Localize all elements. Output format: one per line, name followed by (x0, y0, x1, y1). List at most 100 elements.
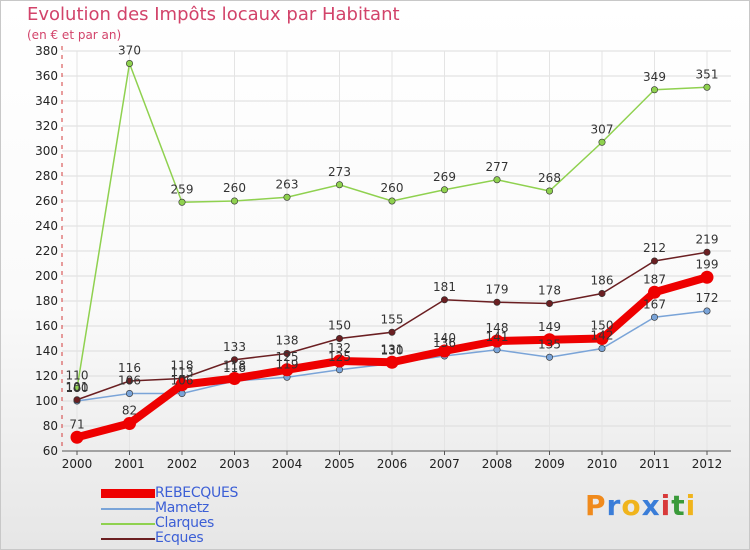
y-tick-label: 100 (35, 394, 58, 408)
legend: REBECQUES Mametz Clarques Ecques (101, 485, 361, 546)
data-label-mametz: 141 (486, 330, 509, 344)
data-label-ecques: 116 (118, 361, 141, 375)
data-point-rebecques (280, 363, 294, 377)
x-tick-label: 2005 (324, 457, 355, 471)
data-label-clarques: 269 (433, 170, 456, 184)
data-label-rebecques: 125 (276, 350, 299, 364)
y-tick-label: 380 (35, 44, 58, 58)
data-label-rebecques: 140 (433, 331, 456, 345)
data-label-rebecques: 113 (171, 365, 194, 379)
data-point-rebecques (648, 285, 661, 299)
data-point-ecques (493, 298, 501, 306)
data-point-clarques (598, 138, 606, 146)
data-point-ecques (650, 257, 658, 265)
data-label-ecques: 150 (328, 319, 351, 333)
legend-label: Clarques (155, 515, 215, 531)
data-label-mametz: 167 (643, 297, 666, 311)
data-point-clarques (650, 86, 658, 94)
data-point-clarques (493, 176, 501, 184)
data-point-ecques (126, 377, 134, 385)
data-label-clarques: 351 (696, 67, 719, 81)
data-label-ecques: 186 (591, 274, 614, 288)
x-tick-label: 2011 (639, 457, 670, 471)
x-tick-label: 2004 (272, 457, 303, 471)
data-label-rebecques: 149 (538, 320, 561, 334)
y-tick-label: 60 (43, 444, 58, 458)
y-tick-label: 180 (35, 294, 58, 308)
data-point-ecques (283, 349, 291, 357)
legend-swatch (101, 489, 155, 498)
data-point-rebecques (228, 372, 241, 385)
data-label-ecques: 101 (66, 380, 89, 394)
y-tick-label: 260 (35, 194, 58, 208)
y-tick-label: 280 (35, 169, 58, 183)
y-tick-label: 220 (35, 244, 58, 258)
data-label-mametz: 125 (328, 350, 351, 364)
data-label-ecques: 181 (433, 280, 456, 294)
data-label-ecques: 133 (223, 340, 246, 354)
x-tick-label: 2002 (167, 457, 198, 471)
logo-letter: o (621, 489, 642, 522)
data-label-rebecques: 82 (122, 404, 137, 418)
data-label-mametz: 100 (66, 381, 89, 395)
data-point-mametz (126, 389, 134, 397)
logo-letter: P (585, 489, 607, 522)
data-point-ecques (388, 328, 396, 336)
data-point-rebecques (438, 344, 451, 358)
y-tick-label: 320 (35, 119, 58, 133)
data-label-mametz: 130 (381, 344, 404, 358)
y-tick-label: 140 (35, 344, 58, 358)
chart-subtitle: (en € et par an) (27, 28, 122, 42)
data-label-rebecques: 187 (643, 272, 666, 286)
logo-letter: t (671, 489, 686, 522)
data-label-ecques: 155 (381, 312, 404, 326)
data-label-clarques: 259 (171, 182, 194, 196)
data-label-mametz: 116 (223, 361, 246, 375)
legend-label: Mametz (155, 500, 209, 516)
data-point-clarques (126, 59, 134, 67)
data-point-mametz (650, 313, 658, 321)
data-label-clarques: 260 (223, 181, 246, 195)
data-point-rebecques (70, 430, 84, 444)
chart-title: Evolution des Impôts locaux par Habitant (27, 4, 400, 25)
legend-label: REBECQUES (155, 485, 239, 501)
data-label-mametz: 106 (171, 374, 194, 388)
data-label-clarques: 273 (328, 165, 351, 179)
data-label-ecques: 138 (276, 334, 299, 348)
data-label-ecques: 178 (538, 284, 561, 298)
x-tick-label: 2000 (62, 457, 93, 471)
x-tick-label: 2012 (692, 457, 723, 471)
data-label-rebecques: 150 (591, 319, 614, 333)
data-label-ecques: 212 (643, 241, 666, 255)
data-label-ecques: 118 (171, 359, 194, 373)
data-label-clarques: 260 (381, 181, 404, 195)
data-label-clarques: 110 (66, 369, 89, 383)
data-label-mametz: 106 (118, 374, 141, 388)
data-point-rebecques (490, 334, 504, 348)
data-label-rebecques: 132 (328, 341, 351, 355)
data-point-ecques (545, 299, 553, 307)
y-tick-label: 160 (35, 319, 58, 333)
data-label-mametz: 135 (538, 337, 561, 351)
data-point-clarques (703, 83, 711, 91)
data-point-clarques (231, 197, 239, 205)
logo-letter: i (660, 489, 672, 522)
data-point-ecques (231, 356, 239, 364)
y-tick-label: 120 (35, 369, 58, 383)
data-label-rebecques: 148 (486, 321, 509, 335)
data-label-clarques: 268 (538, 171, 561, 185)
data-point-clarques (388, 197, 396, 205)
logo-letter: i (685, 489, 697, 522)
logo-letter: x (641, 489, 661, 522)
y-tick-label: 200 (35, 269, 58, 283)
data-point-mametz (178, 389, 186, 397)
data-label-ecques: 219 (696, 232, 719, 246)
data-point-mametz (598, 344, 606, 352)
legend-swatch (101, 538, 155, 540)
data-point-ecques (703, 248, 711, 256)
data-label-rebecques: 199 (696, 257, 719, 271)
data-point-rebecques (543, 333, 556, 347)
data-label-mametz: 136 (433, 336, 456, 350)
